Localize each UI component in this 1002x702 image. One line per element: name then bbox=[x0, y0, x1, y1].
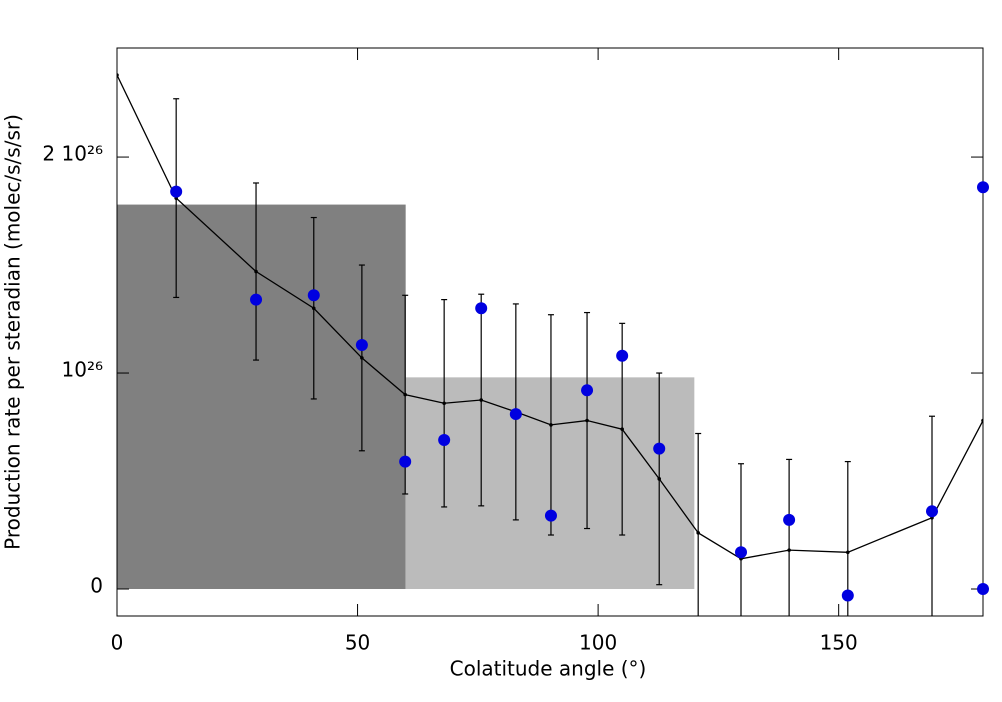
plot-area bbox=[117, 73, 983, 616]
band bbox=[117, 204, 406, 590]
data-point bbox=[977, 181, 989, 194]
data-point bbox=[783, 513, 796, 526]
data-point bbox=[926, 505, 939, 518]
data-point bbox=[841, 589, 854, 602]
y-axis-label: Production rate per steradian (molec/s/s… bbox=[1, 114, 25, 550]
data-point bbox=[509, 408, 522, 421]
x-tick-label: 0 bbox=[111, 631, 124, 655]
data-point bbox=[735, 546, 748, 559]
data-point bbox=[355, 338, 368, 351]
y-tick-label: 2 10²⁶ bbox=[42, 142, 103, 166]
data-point bbox=[170, 185, 183, 198]
x-tick-label: 100 bbox=[579, 631, 617, 655]
y-tick-label: 10²⁶ bbox=[62, 358, 103, 382]
data-point bbox=[475, 302, 488, 315]
data-point bbox=[307, 289, 320, 302]
data-point bbox=[250, 293, 263, 306]
data-point bbox=[616, 349, 629, 362]
data-point bbox=[399, 455, 412, 468]
data-point bbox=[977, 583, 989, 596]
band bbox=[405, 377, 695, 590]
data-point bbox=[438, 433, 451, 446]
data-point bbox=[581, 384, 594, 397]
data-point bbox=[653, 442, 666, 455]
data-point bbox=[544, 509, 557, 522]
x-tick-label: 50 bbox=[345, 631, 370, 655]
x-tick-label: 150 bbox=[820, 631, 858, 655]
plot-frame bbox=[116, 47, 984, 617]
y-tick-label: 0 bbox=[90, 574, 103, 598]
x-axis-label: Colatitude angle (°) bbox=[450, 657, 647, 681]
